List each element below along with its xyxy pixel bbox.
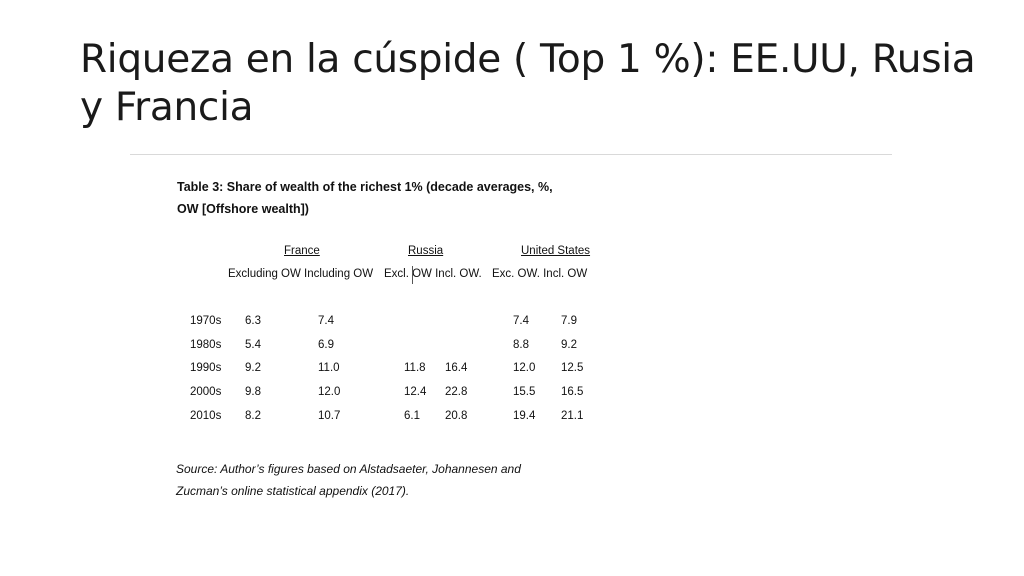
table-cell-ru-in: 22.8 (445, 386, 468, 398)
table-cell-us-ex: 7.4 (513, 315, 529, 327)
divider-line (130, 154, 892, 155)
table-cell-fr-in: 11.0 (318, 362, 340, 374)
table-cell-us-in: 21.1 (561, 410, 584, 422)
table-cell-decade: 1990s (190, 362, 222, 374)
table-source: Source: Author’s figures based on Alstad… (176, 458, 636, 502)
table-cell-fr-ex: 9.8 (245, 386, 261, 398)
table-cell-us-ex: 12.0 (513, 362, 536, 374)
table-cell-fr-in: 6.9 (318, 339, 334, 351)
table-cell-fr-ex: 6.3 (245, 315, 261, 327)
group-header-france: France (284, 245, 320, 257)
table-cell-us-ex: 8.8 (513, 339, 529, 351)
table-cell-fr-in: 7.4 (318, 315, 334, 327)
source-line1: Source: Author’s figures based on Alstad… (176, 462, 521, 476)
subheader-russia: Excl. OW Incl. OW. (384, 268, 482, 280)
table-cell-us-in: 12.5 (561, 362, 584, 374)
table-cell-ru-in: 16.4 (445, 362, 468, 374)
table-cell-decade: 1970s (190, 315, 222, 327)
slide-title-line2: y Francia (80, 85, 254, 130)
table-title: Table 3: Share of wealth of the richest … (177, 176, 637, 220)
table-title-line1: Table 3: Share of wealth of the richest … (177, 180, 553, 194)
slide-title: Riqueza en la cúspide ( Top 1 %): EE.UU,… (80, 36, 980, 132)
table-cell-us-in: 9.2 (561, 339, 577, 351)
table-cell-ru-ex: 6.1 (404, 410, 420, 422)
table-cell-fr-ex: 5.4 (245, 339, 261, 351)
table-cell-us-in: 16.5 (561, 386, 584, 398)
subheader-united-states: Exc. OW. Incl. OW (492, 268, 588, 280)
table-cell-us-in: 7.9 (561, 315, 577, 327)
group-header-russia: Russia (408, 245, 444, 257)
table-cell-ru-in: 20.8 (445, 410, 468, 422)
table-cell-ru-ex: 11.8 (404, 362, 426, 374)
source-line2: Zucman’s online statistical appendix (20… (176, 484, 410, 498)
table-cell-decade: 2000s (190, 386, 222, 398)
table-cell-ru-ex: 12.4 (404, 386, 427, 398)
slide-title-line1: Riqueza en la cúspide ( Top 1 %): EE.UU,… (80, 37, 976, 82)
table-cell-decade: 1980s (190, 339, 222, 351)
text-cursor-mark (412, 266, 413, 284)
table-cell-fr-in: 10.7 (318, 410, 341, 422)
table-cell-us-ex: 19.4 (513, 410, 536, 422)
group-header-united-states: United States (521, 245, 591, 257)
table-cell-decade: 2010s (190, 410, 222, 422)
table-title-line2: OW [Offshore wealth]) (177, 202, 309, 216)
table-cell-us-ex: 15.5 (513, 386, 536, 398)
table-cell-fr-in: 12.0 (318, 386, 341, 398)
subheader-france: Excluding OW Including OW (228, 268, 374, 280)
table-cell-fr-ex: 9.2 (245, 362, 261, 374)
table-cell-fr-ex: 8.2 (245, 410, 261, 422)
